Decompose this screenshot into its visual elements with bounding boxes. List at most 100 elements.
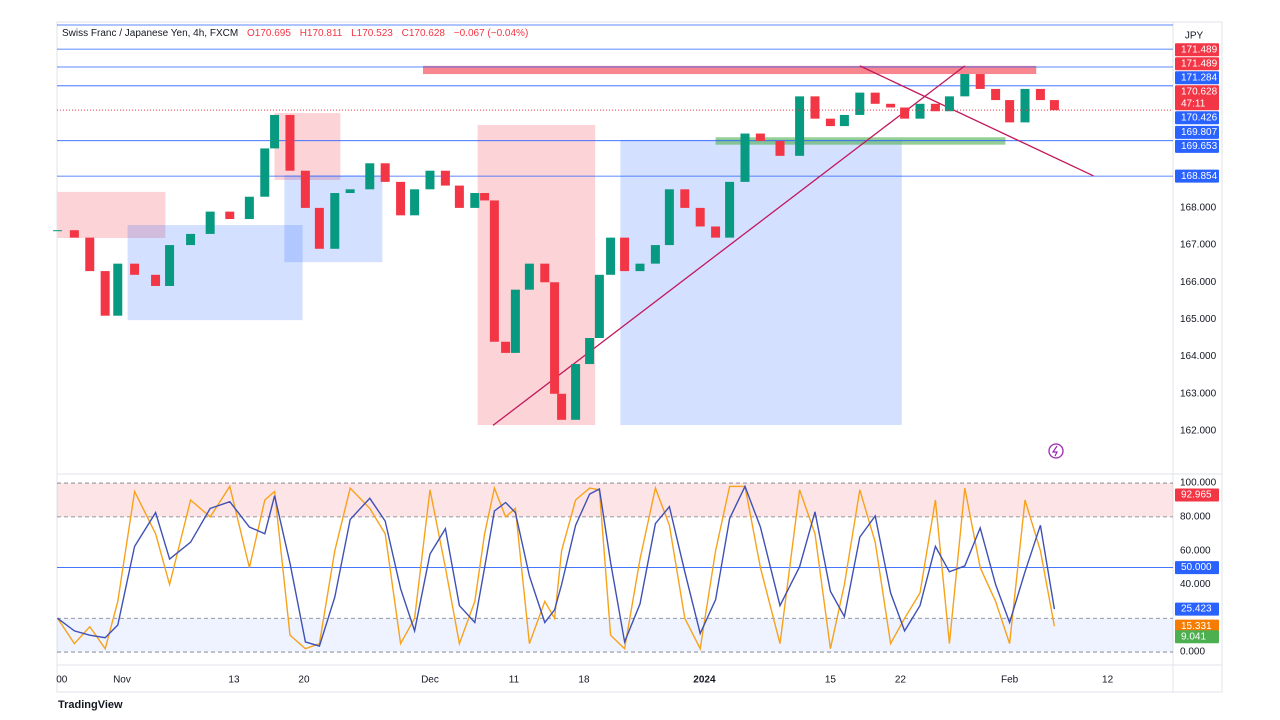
candle bbox=[345, 189, 355, 194]
x-tick-label: Feb bbox=[1001, 675, 1019, 686]
candle bbox=[839, 114, 849, 127]
candle bbox=[775, 140, 785, 156]
candle bbox=[795, 96, 805, 156]
candle bbox=[69, 230, 79, 238]
price-label: 171.489 bbox=[1181, 44, 1218, 55]
candle bbox=[151, 274, 161, 286]
candle bbox=[571, 364, 581, 420]
candle bbox=[680, 189, 690, 208]
price-label: 15.331 bbox=[1181, 621, 1212, 632]
candle bbox=[1049, 100, 1059, 111]
candle bbox=[380, 163, 390, 182]
candle bbox=[755, 133, 765, 141]
x-tick-label: Nov bbox=[113, 675, 131, 686]
price-label: 170.628 bbox=[1181, 86, 1218, 97]
candle bbox=[510, 289, 520, 353]
candle bbox=[440, 170, 450, 186]
candle bbox=[711, 226, 721, 238]
y-tick-label: 165.000 bbox=[1180, 314, 1217, 325]
candle bbox=[585, 338, 595, 365]
x-tick-label: 22 bbox=[895, 675, 907, 686]
candle bbox=[300, 170, 310, 208]
candle bbox=[410, 189, 420, 216]
candle bbox=[130, 263, 140, 275]
y-tick-label: 100.000 bbox=[1180, 478, 1217, 489]
candle bbox=[1020, 88, 1030, 123]
price-label-bg bbox=[1175, 85, 1219, 111]
price-label: 171.284 bbox=[1181, 72, 1218, 83]
y-tick-label: 60.000 bbox=[1180, 545, 1211, 556]
candle bbox=[85, 237, 95, 272]
candle bbox=[557, 393, 567, 420]
price-label: 92.965 bbox=[1181, 490, 1212, 501]
y-tick-label: 166.000 bbox=[1180, 277, 1217, 288]
low: L170.523 bbox=[351, 28, 393, 39]
symbol: Swiss Franc / Japanese Yen, 4h, FXCM bbox=[62, 28, 239, 39]
y-tick-label: 162.000 bbox=[1180, 426, 1217, 437]
candle bbox=[664, 189, 674, 246]
candle bbox=[725, 181, 735, 238]
brand[interactable]: TradingView bbox=[58, 699, 123, 711]
y-tick-label: 40.000 bbox=[1180, 579, 1211, 590]
alert-icon[interactable] bbox=[1048, 443, 1064, 459]
close: C170.628 bbox=[401, 28, 445, 39]
candle bbox=[740, 133, 750, 182]
candle bbox=[594, 274, 604, 339]
frame bbox=[56, 21, 1223, 693]
y-tick-label: 0.000 bbox=[1180, 647, 1205, 658]
price-label-bg bbox=[1175, 125, 1219, 139]
currency: JPY bbox=[1185, 31, 1204, 42]
candle bbox=[886, 103, 896, 108]
candle bbox=[365, 163, 375, 190]
y-tick-label: 163.000 bbox=[1180, 388, 1217, 399]
candle bbox=[620, 237, 630, 272]
trend-line bbox=[859, 65, 1094, 177]
candle bbox=[650, 245, 660, 264]
price-label-bg bbox=[1175, 57, 1219, 71]
candle bbox=[454, 185, 464, 208]
candle bbox=[900, 107, 910, 119]
candle bbox=[205, 211, 215, 234]
candle bbox=[314, 207, 324, 249]
x-tick-label: Dec bbox=[421, 675, 439, 686]
candle bbox=[53, 230, 63, 232]
x-tick-label: 11 bbox=[509, 675, 520, 686]
candle bbox=[975, 74, 985, 89]
countdown: 47:11 bbox=[1181, 98, 1206, 109]
zone bbox=[274, 113, 341, 181]
price-label-bg bbox=[1175, 488, 1219, 502]
price-label: 169.653 bbox=[1181, 141, 1218, 152]
price-label: 169.807 bbox=[1181, 127, 1218, 138]
price-label-bg bbox=[1175, 111, 1219, 125]
candle bbox=[396, 181, 406, 216]
high: H170.811 bbox=[299, 28, 343, 39]
candle bbox=[425, 170, 435, 190]
price-label-bg bbox=[1175, 619, 1219, 633]
x-tick-label: 20 bbox=[298, 675, 310, 686]
price-label: 171.489 bbox=[1181, 58, 1218, 69]
open: O170.695 bbox=[246, 28, 291, 39]
price-label: 168.854 bbox=[1181, 171, 1218, 182]
candle bbox=[550, 282, 560, 394]
x-tick-label: 12 bbox=[1102, 675, 1114, 686]
legend-header: Swiss Franc / Japanese Yen, 4h, FXCM O17… bbox=[62, 28, 534, 39]
change: −0.067 (−0.04%) bbox=[453, 28, 529, 39]
candle bbox=[113, 263, 123, 316]
band bbox=[57, 618, 1173, 653]
x-tick-label: 18 bbox=[578, 675, 590, 686]
price-label-bg bbox=[1175, 71, 1219, 85]
candle bbox=[489, 200, 499, 342]
candle bbox=[944, 96, 954, 112]
x-tick-label: 00 bbox=[56, 675, 68, 686]
price-label-bg bbox=[1175, 169, 1219, 183]
candle bbox=[695, 207, 705, 227]
x-tick-label: 2024 bbox=[693, 675, 716, 686]
candle bbox=[270, 114, 280, 149]
price-label-bg bbox=[1175, 43, 1219, 57]
candle bbox=[244, 196, 254, 220]
band bbox=[57, 483, 1173, 517]
candle bbox=[915, 103, 925, 119]
oscillator-line bbox=[57, 484, 1056, 647]
candle bbox=[470, 193, 480, 208]
